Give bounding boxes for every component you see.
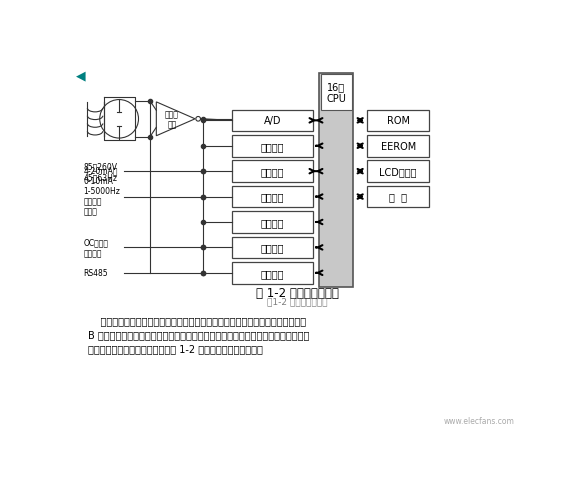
Text: 键  盘: 键 盘 [389, 192, 407, 202]
Text: 电流输出: 电流输出 [260, 192, 284, 202]
Text: 励磁电路: 励磁电路 [260, 141, 284, 151]
Text: ROM: ROM [386, 116, 410, 126]
FancyBboxPatch shape [231, 110, 313, 132]
Text: 图1-2 转换器电路结构: 图1-2 转换器电路结构 [267, 296, 328, 305]
Text: 脉冲输出: 脉冲输出 [260, 217, 284, 227]
FancyBboxPatch shape [367, 161, 429, 182]
FancyBboxPatch shape [321, 75, 352, 110]
Text: 图 1-2 转换器电路结构: 图 1-2 转换器电路结构 [256, 286, 339, 299]
FancyBboxPatch shape [231, 186, 313, 208]
Text: 状态控制: 状态控制 [260, 243, 284, 253]
Text: 16位
CPU: 16位 CPU [326, 82, 346, 104]
Text: 电磁流量转换器一方面向电磁流量传感器励磁线圈提供稳定的励磁电流，以达到: 电磁流量转换器一方面向电磁流量传感器励磁线圈提供稳定的励磁电流，以达到 [88, 316, 306, 325]
Text: RS485: RS485 [84, 269, 108, 278]
FancyBboxPatch shape [231, 237, 313, 258]
Text: EEROM: EEROM [381, 141, 416, 151]
Text: 前置放
大器: 前置放 大器 [165, 110, 179, 129]
FancyBboxPatch shape [367, 186, 429, 208]
FancyBboxPatch shape [231, 136, 313, 157]
Text: 便于流量的显示、控制与调节。图 1-2 所示为转换器电路结构。: 便于流量的显示、控制与调节。图 1-2 所示为转换器电路结构。 [88, 343, 263, 353]
Text: OC门状态
电压输出: OC门状态 电压输出 [84, 238, 109, 257]
FancyBboxPatch shape [231, 212, 313, 233]
FancyBboxPatch shape [319, 74, 353, 287]
FancyBboxPatch shape [367, 110, 429, 132]
FancyBboxPatch shape [367, 136, 429, 157]
Text: 4-20mA或
0-10mA
1-5000Hz
频率或脉
冲输出: 4-20mA或 0-10mA 1-5000Hz 频率或脉 冲输出 [84, 166, 120, 216]
Text: B 是个常量；同时把传感器感应的电动势放大、转换成标准的电流信号、频率信号，: B 是个常量；同时把传感器感应的电动势放大、转换成标准的电流信号、频率信号， [88, 329, 310, 339]
Text: 85～260V
45～63Hz: 85～260V 45～63Hz [84, 162, 117, 182]
Polygon shape [156, 103, 195, 136]
FancyBboxPatch shape [231, 161, 313, 182]
Text: LCD显示器: LCD显示器 [379, 167, 417, 177]
Text: A/D: A/D [263, 116, 281, 126]
Text: 开关电源: 开关电源 [260, 167, 284, 177]
Text: 通讯接口: 通讯接口 [260, 268, 284, 278]
FancyBboxPatch shape [231, 262, 313, 284]
Text: www.elecfans.com: www.elecfans.com [443, 416, 514, 425]
Text: ◀: ◀ [76, 69, 85, 82]
